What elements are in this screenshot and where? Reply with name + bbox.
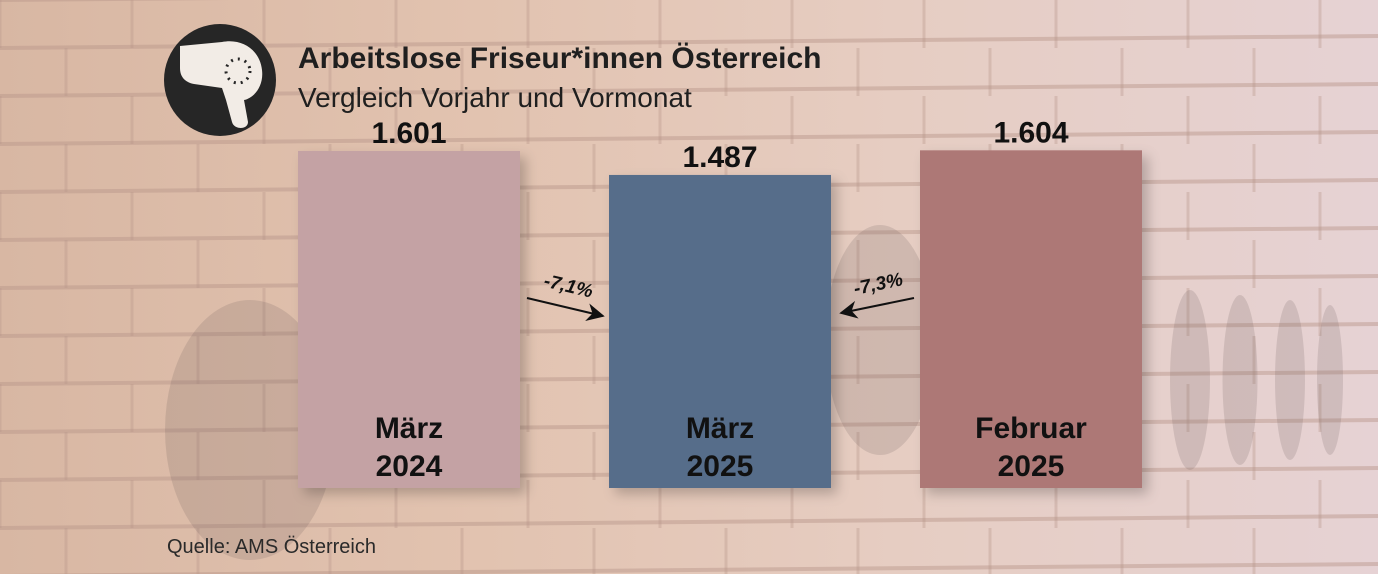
source-note: Quelle: AMS Österreich xyxy=(167,536,376,558)
category-label-maerz-2025-line-2: 2025 xyxy=(687,450,754,483)
change-label-2: -7,3% xyxy=(852,269,905,300)
chart-subtitle: Vergleich Vorjahr und Vormonat xyxy=(298,82,692,113)
change-arrow-2 xyxy=(839,297,915,319)
logo xyxy=(164,24,276,136)
category-label-maerz-2024-line-1: März xyxy=(375,412,443,445)
category-label-februar-2025-line-1: Februar xyxy=(975,412,1087,445)
bar-maerz-2025 xyxy=(609,174,831,488)
chart-title: Arbeitslose Friseur*innen Österreich xyxy=(298,42,822,75)
value-label-maerz-2024: 1.601 xyxy=(371,117,446,150)
change-label-1: -7,1% xyxy=(542,271,595,303)
category-label-februar-2025-line-2: 2025 xyxy=(998,450,1065,483)
bar-maerz-2024 xyxy=(298,150,520,488)
value-label-maerz-2025: 1.487 xyxy=(682,141,757,174)
hair-dryer-icon xyxy=(164,24,276,136)
category-label-maerz-2024-line-2: 2024 xyxy=(376,450,443,483)
bar-februar-2025 xyxy=(920,150,1142,488)
value-label-februar-2025: 1.604 xyxy=(993,116,1068,149)
category-label-maerz-2025-line-1: März xyxy=(686,412,754,445)
change-arrow-1 xyxy=(526,297,605,322)
